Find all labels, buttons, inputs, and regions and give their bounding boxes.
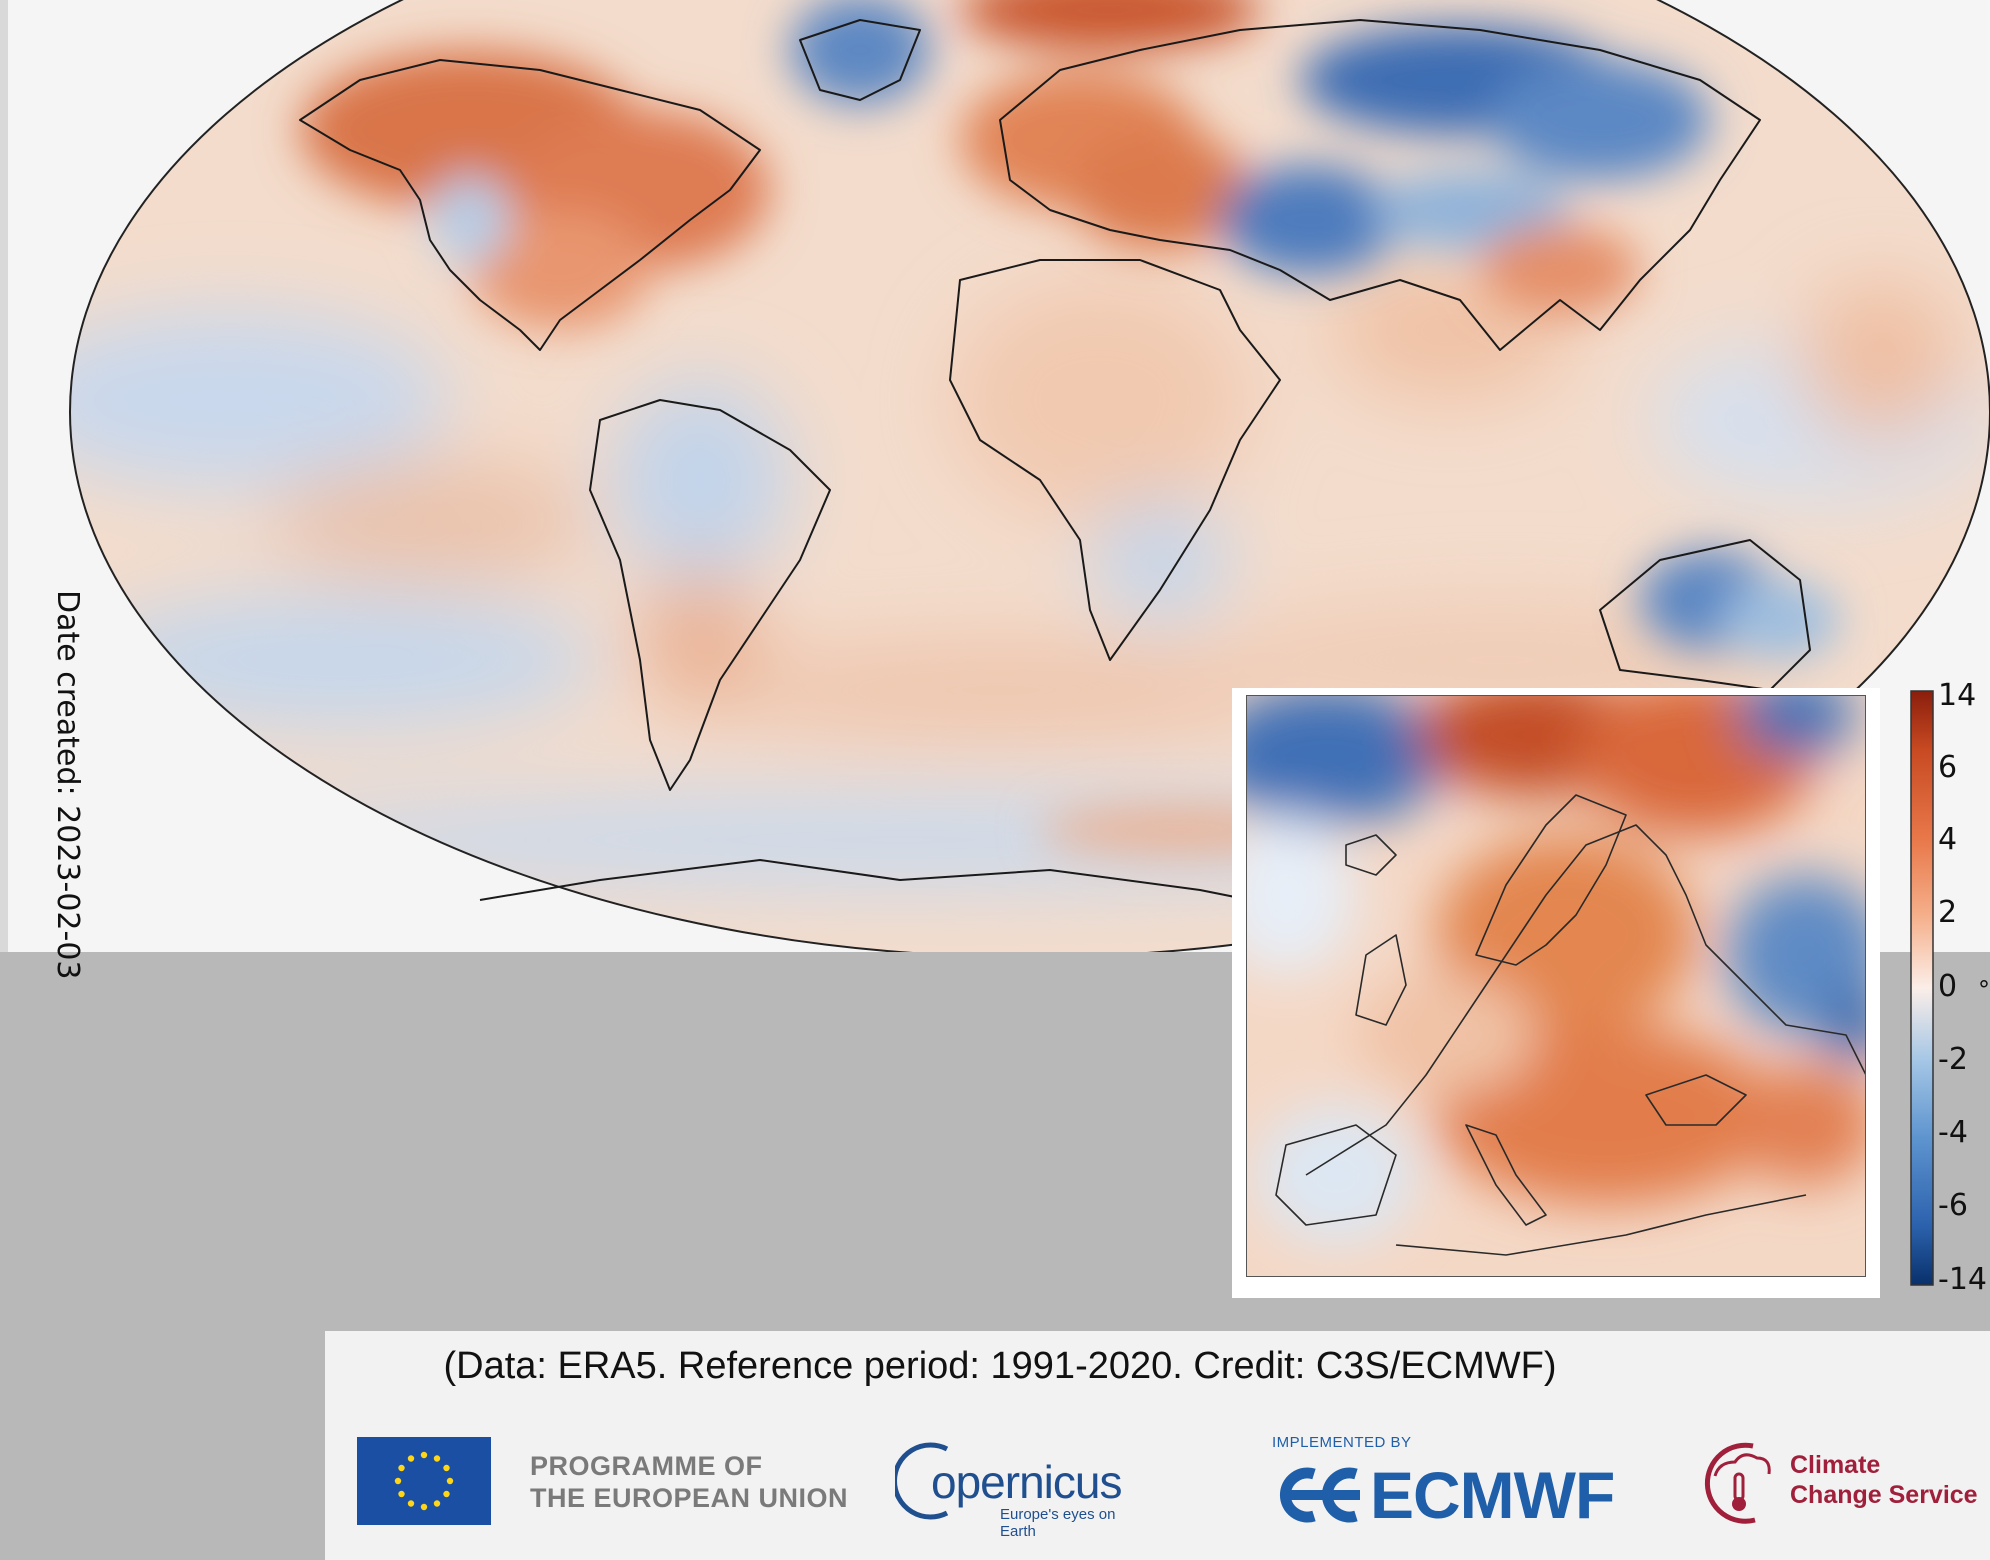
colorbar-tick: -14 <box>1938 1262 1987 1297</box>
coast-eurasia <box>999 19 1761 351</box>
coast-greenland <box>799 19 921 101</box>
eu-programme-text: PROGRAMME OF THE EUROPEAN UNION <box>530 1450 848 1514</box>
coast-mediterranean-inset <box>1395 1194 1807 1256</box>
ecmwf-wordmark: ECMWF <box>1370 1458 1615 1532</box>
coast-australia <box>1599 539 1811 691</box>
coast-north-america <box>299 59 761 351</box>
eu-text-line2: THE EUROPEAN UNION <box>530 1483 849 1513</box>
data-credit-line: (Data: ERA5. Reference period: 1991-2020… <box>443 1345 1557 1387</box>
c3s-text: Climate Change Service <box>1790 1450 1978 1510</box>
copernicus-logo: opernicus Europe's eyes on Earth <box>895 1435 1155 1540</box>
colorbar-tick: 4 <box>1938 822 1958 857</box>
colorbar-tick: 2 <box>1938 895 1958 930</box>
coast-europe-inset <box>1305 824 1866 1176</box>
colorbar-tick: -6 <box>1938 1188 1968 1223</box>
date-created-label: Date created: 2023-02-03 <box>50 590 85 980</box>
copernicus-arc-icon <box>895 1442 949 1520</box>
ecmwf-emblem-icon <box>1279 1467 1360 1523</box>
coast-iberia-inset <box>1275 1124 1397 1226</box>
coast-italy-inset <box>1465 1124 1547 1226</box>
coast-africa <box>949 259 1281 661</box>
coast-antarctica <box>479 859 1301 911</box>
c3s-line1: Climate <box>1790 1451 1881 1479</box>
colorbar-tick: 6 <box>1938 750 1958 785</box>
eu-stars-icon <box>394 1451 454 1511</box>
colorbar <box>1910 690 1934 1286</box>
colorbar-unit-label: ° <box>1978 976 1990 1004</box>
eu-text-line1: PROGRAMME OF <box>530 1451 763 1481</box>
copernicus-tagline: Europe's eyes on Earth <box>1000 1506 1116 1540</box>
c3s-thermometer-icon <box>1704 1442 1771 1524</box>
c3s-line2: Change Service <box>1790 1481 1978 1509</box>
coast-scandinavia-inset <box>1475 794 1627 966</box>
colorbar-tick: -4 <box>1938 1115 1968 1150</box>
colorbar-tick: 14 <box>1938 678 1977 713</box>
coast-iceland-inset <box>1345 834 1397 876</box>
left-edge <box>0 0 8 952</box>
eu-flag-logo <box>357 1437 491 1525</box>
colorbar-tick: 0 <box>1938 969 1958 1004</box>
colorbar-tick: -2 <box>1938 1042 1968 1077</box>
coast-britain-inset <box>1355 934 1407 1026</box>
europe-inset-map <box>1246 695 1866 1277</box>
coast-blacksea-inset <box>1645 1074 1747 1126</box>
implemented-by-label: IMPLEMENTED BY <box>1272 1434 1412 1451</box>
coast-south-america <box>589 399 831 791</box>
copernicus-wordmark: opernicus <box>931 1456 1122 1508</box>
footer-panel <box>325 1331 1990 1560</box>
